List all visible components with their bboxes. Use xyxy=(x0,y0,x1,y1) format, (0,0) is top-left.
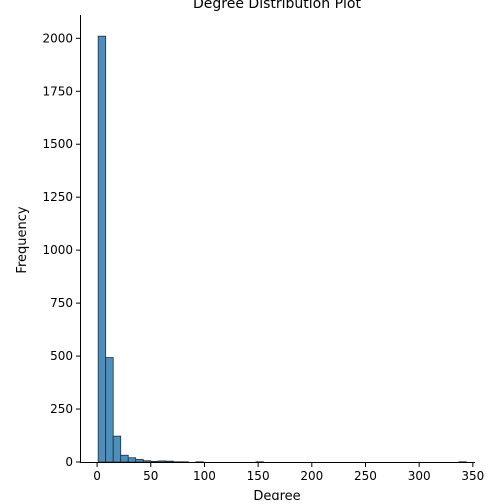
y-tick-label: 1500 xyxy=(42,137,73,151)
axes xyxy=(80,15,475,463)
y-tick-label: 250 xyxy=(50,402,73,416)
histogram-bar xyxy=(151,461,159,462)
chart-title: Degree Distribution Plot xyxy=(193,0,361,12)
y-tick-label: 0 xyxy=(65,455,73,469)
histogram-bar xyxy=(136,459,144,462)
y-tick-label: 1250 xyxy=(42,190,73,204)
histogram-bar xyxy=(158,461,166,462)
histogram-bar xyxy=(143,461,151,462)
histogram-bar xyxy=(166,461,174,462)
histogram-bar xyxy=(98,36,106,462)
histogram-bar xyxy=(106,358,114,462)
histogram-bars xyxy=(98,36,466,462)
y-axis-label: Frequency xyxy=(15,206,30,273)
y-tick-label: 750 xyxy=(50,296,73,310)
y-tick-label: 1750 xyxy=(42,84,73,98)
x-tick-label: 150 xyxy=(247,469,270,483)
y-ticks: 0 250 500 750 1000 1250 1500 1750 2000 xyxy=(42,31,81,469)
x-ticks: 0 50 100 150 200 250 300 350 xyxy=(93,462,484,483)
x-tick-label: 200 xyxy=(300,469,323,483)
y-tick-label: 2000 xyxy=(42,31,73,45)
y-tick-label: 500 xyxy=(50,349,73,363)
histogram-bar xyxy=(121,455,129,462)
x-tick-label: 50 xyxy=(143,469,158,483)
x-tick-label: 250 xyxy=(354,469,377,483)
y-tick-label: 1000 xyxy=(42,243,73,257)
x-tick-label: 100 xyxy=(193,469,216,483)
x-tick-label: 350 xyxy=(461,469,484,483)
histogram-bar xyxy=(113,436,121,462)
x-tick-label: 0 xyxy=(93,469,101,483)
x-tick-label: 300 xyxy=(408,469,431,483)
x-axis-label: Degree xyxy=(253,489,300,500)
histogram-bar xyxy=(128,458,136,462)
